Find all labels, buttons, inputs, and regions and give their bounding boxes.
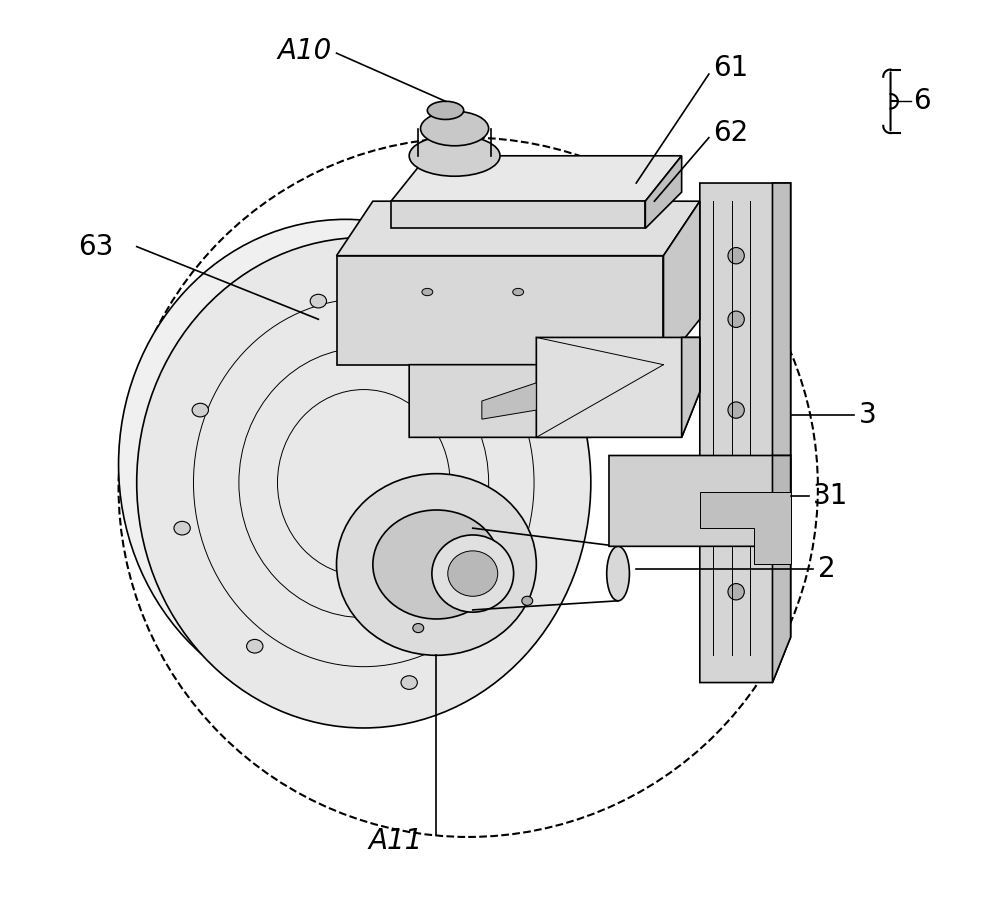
Polygon shape	[482, 383, 536, 419]
Ellipse shape	[247, 640, 263, 653]
Ellipse shape	[192, 404, 208, 417]
Polygon shape	[409, 364, 609, 437]
Polygon shape	[337, 256, 663, 364]
Text: 3: 3	[859, 401, 876, 429]
Ellipse shape	[728, 584, 744, 600]
Polygon shape	[536, 337, 700, 437]
Ellipse shape	[119, 220, 573, 710]
Ellipse shape	[513, 289, 524, 296]
Polygon shape	[772, 456, 791, 547]
Polygon shape	[609, 456, 791, 547]
Ellipse shape	[427, 101, 464, 119]
Ellipse shape	[373, 510, 500, 619]
Ellipse shape	[422, 289, 433, 296]
Text: A10: A10	[278, 37, 332, 66]
Text: 31: 31	[813, 482, 849, 510]
Ellipse shape	[522, 597, 533, 605]
Ellipse shape	[728, 493, 744, 509]
Text: 63: 63	[78, 232, 114, 261]
Text: 61: 61	[713, 54, 749, 82]
Polygon shape	[663, 201, 700, 364]
Polygon shape	[772, 183, 791, 682]
Ellipse shape	[607, 547, 629, 601]
Ellipse shape	[728, 311, 744, 327]
Polygon shape	[700, 492, 791, 565]
Ellipse shape	[421, 111, 489, 146]
Ellipse shape	[337, 474, 536, 655]
Polygon shape	[337, 201, 700, 256]
Ellipse shape	[728, 248, 744, 264]
Ellipse shape	[448, 551, 498, 597]
Polygon shape	[391, 201, 645, 229]
Polygon shape	[391, 156, 682, 201]
Ellipse shape	[310, 294, 327, 308]
Text: 2: 2	[818, 555, 836, 583]
Polygon shape	[700, 183, 791, 682]
Polygon shape	[682, 337, 700, 437]
Ellipse shape	[432, 535, 514, 612]
Ellipse shape	[413, 623, 424, 632]
Ellipse shape	[401, 676, 417, 690]
Ellipse shape	[137, 238, 591, 728]
Text: 62: 62	[713, 119, 749, 147]
Text: 6: 6	[913, 87, 931, 116]
Text: A11: A11	[368, 827, 423, 855]
Polygon shape	[645, 156, 682, 229]
Ellipse shape	[174, 521, 190, 535]
Ellipse shape	[409, 136, 500, 176]
Ellipse shape	[728, 402, 744, 418]
